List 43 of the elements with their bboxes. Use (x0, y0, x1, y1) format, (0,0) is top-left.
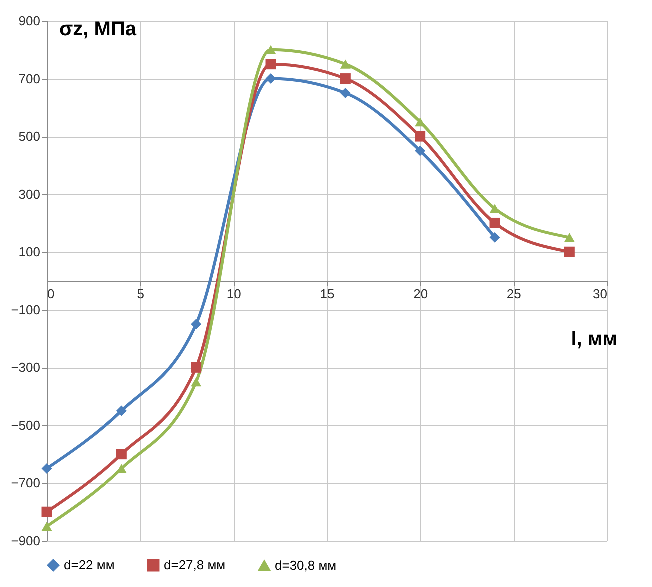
y-tick-label: −300 (11, 360, 40, 376)
point (564, 233, 575, 242)
x-tick-label: 30 (593, 286, 608, 302)
x-tick-label: 25 (506, 286, 522, 302)
legend-label: d=22 мм (64, 558, 115, 573)
y-tick-label: 500 (18, 129, 40, 144)
y-tick-label: 900 (18, 14, 40, 28)
x-tick-label: 0 (48, 286, 55, 302)
point (340, 60, 351, 69)
point (564, 246, 575, 258)
x-tick-label: 15 (320, 286, 335, 302)
legend-label: d=30,8 мм (275, 558, 337, 573)
point (340, 88, 351, 98)
y-tick-label: −900 (11, 534, 40, 548)
x-axis-title: l, мм (571, 328, 618, 350)
y-tick-label: 100 (18, 244, 40, 260)
point (42, 522, 52, 532)
point (42, 464, 52, 474)
point (266, 59, 276, 70)
point (266, 45, 276, 54)
legend-label: d=27,8 мм (164, 558, 226, 573)
point (490, 204, 500, 214)
point (191, 378, 202, 387)
y-tick-label: −100 (11, 302, 40, 318)
y-tick-label: −700 (11, 476, 40, 491)
point (116, 406, 127, 416)
point (340, 74, 351, 84)
x-tick-label: 10 (226, 286, 242, 302)
point (490, 232, 500, 243)
point (191, 319, 202, 330)
x-tick-label: 20 (414, 286, 428, 302)
x-tick-label: 5 (137, 286, 144, 302)
point (116, 449, 127, 460)
y-tick-label: −500 (11, 418, 40, 433)
y-axis-title: σz, МПа (60, 18, 138, 40)
point (191, 362, 202, 373)
point (42, 506, 52, 518)
point (490, 218, 500, 228)
y-tick-label: 300 (18, 186, 40, 202)
point (415, 131, 426, 142)
y-tick-label: 700 (18, 71, 40, 86)
point (415, 146, 426, 156)
point (266, 74, 276, 84)
